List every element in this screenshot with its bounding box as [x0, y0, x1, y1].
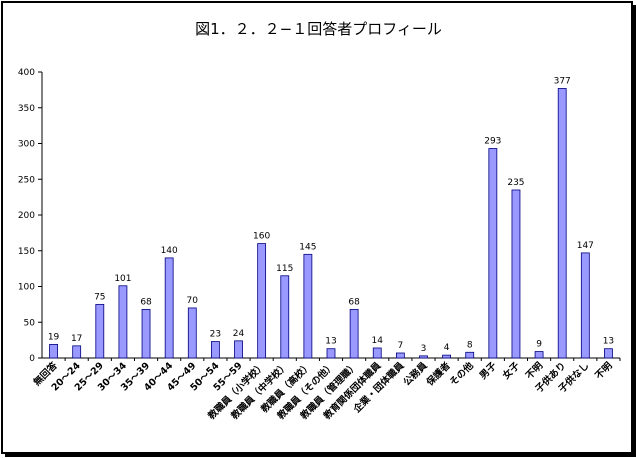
data-label: 377 — [554, 76, 571, 86]
data-label: 115 — [276, 264, 293, 274]
bar — [326, 348, 336, 359]
bar — [303, 253, 313, 359]
bar — [604, 348, 613, 359]
frame-shadow-bottom — [5, 454, 636, 457]
data-label: 70 — [187, 296, 199, 306]
bar — [164, 257, 174, 359]
bar — [465, 351, 475, 359]
bar — [395, 352, 405, 359]
category-label: 男子 — [478, 360, 500, 382]
bar — [95, 303, 105, 359]
chart-title: 図1．２．２−１回答者プロフィール — [195, 20, 442, 38]
data-label: 24 — [233, 329, 245, 339]
bar — [141, 308, 151, 359]
data-label: 7 — [397, 341, 403, 351]
y-tick-label: 400 — [18, 68, 35, 78]
bar — [557, 88, 567, 359]
data-label: 23 — [210, 330, 221, 340]
bar — [349, 308, 359, 359]
bar — [49, 344, 58, 359]
data-label: 293 — [484, 137, 501, 147]
data-label: 17 — [71, 334, 82, 344]
bar — [534, 351, 544, 359]
y-tick-label: 0 — [29, 354, 35, 364]
data-label: 8 — [467, 340, 473, 350]
bar — [234, 340, 243, 359]
category-label: 公務員 — [401, 359, 430, 388]
y-tick-label: 300 — [18, 140, 35, 150]
data-label: 145 — [299, 242, 316, 252]
y-tick-label: 250 — [18, 175, 35, 185]
data-label: 9 — [536, 340, 542, 350]
labels: 19無回答1720〜247525〜2910130〜346835〜3914040〜… — [31, 76, 615, 422]
bar — [372, 347, 382, 359]
data-label: 235 — [507, 178, 524, 188]
bar — [580, 252, 590, 359]
bar — [257, 243, 267, 359]
data-label: 101 — [114, 274, 131, 284]
axes: 0 50 100 150 200 250 300 350 400 — [18, 68, 621, 364]
data-label: 140 — [161, 246, 178, 256]
bar — [442, 354, 452, 359]
bar — [72, 345, 82, 359]
data-label: 147 — [577, 241, 594, 251]
y-tick-label: 100 — [18, 283, 35, 293]
data-label: 75 — [94, 292, 105, 302]
data-label: 160 — [253, 232, 270, 242]
y-tick-label: 350 — [18, 104, 35, 114]
category-label: その他 — [447, 359, 476, 388]
bar — [511, 189, 521, 359]
frame-shadow-right — [633, 5, 636, 457]
y-tick-label: 50 — [24, 318, 36, 328]
bar — [210, 341, 220, 359]
bars — [49, 88, 613, 359]
category-label: 不明 — [593, 360, 615, 382]
data-label: 19 — [48, 332, 60, 342]
data-label: 13 — [603, 337, 614, 347]
data-label: 3 — [421, 344, 427, 354]
y-tick-label: 150 — [18, 247, 35, 257]
bar — [280, 275, 290, 359]
data-label: 68 — [140, 297, 152, 307]
category-label: 女子 — [500, 359, 522, 381]
bar — [187, 307, 197, 359]
y-tick-label: 200 — [18, 211, 35, 221]
bar — [419, 355, 428, 359]
bar — [118, 285, 128, 359]
category-label: 保護者 — [423, 359, 453, 389]
data-label: 68 — [348, 297, 360, 307]
data-label: 13 — [325, 337, 336, 347]
data-label: 4 — [444, 343, 450, 353]
data-label: 14 — [372, 336, 384, 346]
bar — [488, 148, 498, 359]
